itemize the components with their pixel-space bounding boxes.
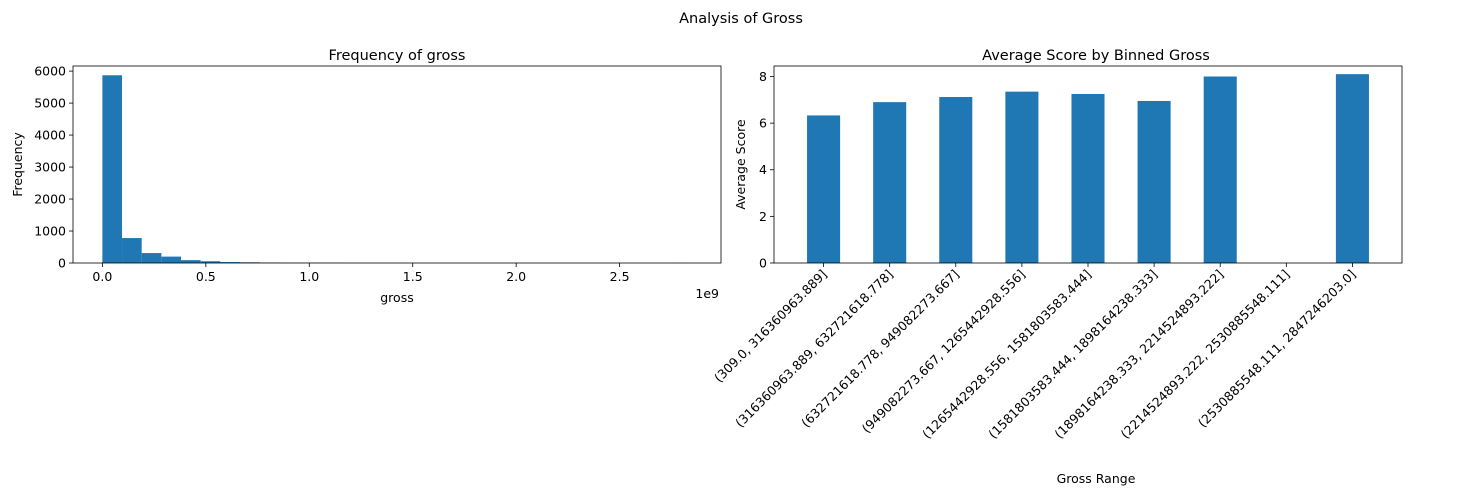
histogram-ytick-label: 5000 [34,96,66,111]
barchart-bars [807,74,1369,264]
histogram-bars [102,75,693,263]
barchart-frame [773,65,1403,264]
histogram-ytick-label: 0 [58,256,66,271]
histogram-bar-6 [220,262,240,263]
barchart-ytick-label: 8 [759,69,767,84]
histogram-ytick-label: 2000 [34,192,66,207]
histogram-ytick-label: 1000 [34,224,66,239]
barchart-ytick-label: 0 [759,256,767,271]
histogram-frame [72,65,722,264]
barchart-bar-1 [873,102,907,263]
barchart-axes: Average Score by Binned Gross (309.0, 31… [711,48,1403,486]
barchart-bar-5 [1137,100,1171,263]
barchart-bar-6 [1203,76,1237,264]
histogram-xtick-label: 0.5 [196,269,216,284]
barchart-ytick-label: 6 [759,116,767,131]
histogram-bar-3 [161,256,181,263]
barchart-bar-0 [807,115,841,263]
barchart-bar-2 [939,97,973,263]
histogram-bar-1 [122,238,142,263]
histogram-axes: Frequency of gross 0.0 0.5 1.0 1.5 2.0 2.5 0 10… [10,48,722,305]
histogram-bar-4 [181,260,201,263]
barchart-bar-4 [1071,93,1105,263]
histogram-ylabel: Frequency [10,132,25,197]
barchart-ylabel: Average Score [733,119,748,210]
histogram-bar-2 [141,253,162,263]
histogram-ytick-label: 6000 [34,64,66,79]
histogram-xlabel: gross [380,290,413,305]
histogram-title: Frequency of gross [329,48,466,64]
barchart-bar-8 [1335,74,1369,263]
barchart-bar-3 [1005,91,1039,263]
histogram-ytick-label: 4000 [34,128,66,143]
histogram-bar-0 [102,75,123,263]
histogram-offset-label: 1e9 [695,286,719,301]
barchart-xtick-label: (309.0, 316360963.889] [711,267,830,386]
barchart-ytick-label: 4 [759,162,767,177]
figure-suptitle: Analysis of Gross [679,11,803,27]
histogram-xtick-label: 1.5 [403,269,423,284]
histogram-ytick-label: 3000 [34,160,66,175]
barchart-ytick-label: 2 [759,209,767,224]
histogram-ticks: 0.0 0.5 1.0 1.5 2.0 2.5 0 1000 2000 3000 4000 5000 6… [34,64,629,284]
barchart-title: Average Score by Binned Gross [982,48,1210,64]
histogram-xtick-label: 0.0 [92,269,112,284]
histogram-xtick-label: 1.0 [299,269,319,284]
histogram-bar-5 [200,261,221,263]
histogram-xtick-label: 2.0 [506,269,526,284]
histogram-xtick-label: 2.5 [610,269,630,284]
barchart-xlabel: Gross Range [1057,471,1136,486]
